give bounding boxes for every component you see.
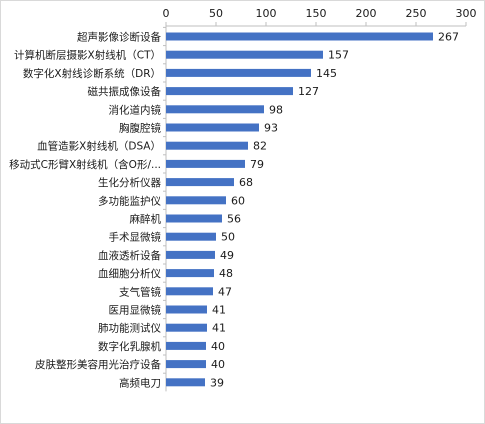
x-tick-label: 200	[356, 7, 377, 20]
data-label: 40	[211, 340, 225, 353]
bar	[166, 178, 234, 187]
category-label: 移动式C形臂X射线机（含O形/...	[9, 158, 161, 171]
category-label: 计算机断层摄影X射线机（CT）	[14, 49, 161, 62]
bar	[166, 105, 264, 114]
bar	[166, 123, 259, 132]
bar	[166, 341, 206, 350]
data-label: 127	[298, 85, 319, 98]
data-label: 93	[264, 122, 278, 135]
bar	[166, 68, 311, 77]
x-tick-label: 0	[163, 7, 170, 20]
x-tick-label: 50	[209, 7, 223, 20]
x-tick-label: 250	[406, 7, 427, 20]
category-label: 磁共振成像设备	[88, 85, 162, 98]
data-label: 56	[227, 213, 241, 226]
category-label: 血细胞分析仪	[98, 267, 161, 280]
bar	[166, 214, 222, 223]
data-label: 60	[231, 194, 245, 207]
data-label: 48	[219, 267, 233, 280]
category-label: 支气管镜	[119, 285, 161, 298]
bar	[166, 323, 207, 332]
category-label: 皮肤整形美容用光治疗设备	[35, 358, 161, 371]
category-label: 消化道内镜	[109, 103, 162, 116]
data-label: 41	[212, 322, 226, 335]
category-label: 胸腹腔镜	[119, 122, 161, 135]
bar	[166, 269, 214, 278]
label-layer: 超声影像诊断设备 267 计算机断层摄影X射线机（CT） 157 数字化X射线诊断系统（…	[9, 31, 459, 390]
category-label: 血管造影X射线机（DSA）	[37, 140, 161, 153]
bar	[166, 50, 323, 59]
bar	[166, 360, 206, 369]
x-tick-label: 300	[456, 7, 477, 20]
x-tick-label: 100	[256, 7, 277, 20]
bar	[166, 196, 226, 205]
bar	[166, 378, 205, 387]
category-label: 生化分析仪器	[98, 176, 161, 189]
bar-layer	[166, 32, 433, 387]
data-label: 145	[316, 67, 337, 80]
bar	[166, 250, 215, 259]
data-label: 79	[250, 158, 264, 171]
data-label: 68	[239, 176, 253, 189]
bar	[166, 232, 216, 241]
data-label: 82	[253, 140, 267, 153]
data-label: 49	[220, 249, 234, 262]
category-label: 多功能监护仪	[98, 194, 161, 207]
category-label: 手术显微镜	[109, 231, 162, 244]
data-label: 50	[221, 231, 235, 244]
bar	[166, 87, 293, 96]
x-tick-label: 150	[306, 7, 327, 20]
data-label: 41	[212, 304, 226, 317]
category-label: 高频电刀	[119, 376, 161, 389]
bar	[166, 141, 248, 150]
category-label: 数字化乳腺机	[98, 340, 161, 353]
category-label: 医用显微镜	[109, 304, 162, 317]
bar	[166, 159, 245, 168]
data-label: 47	[218, 285, 232, 298]
category-label: 麻醉机	[130, 213, 162, 226]
data-label: 39	[210, 376, 224, 389]
bar	[166, 32, 433, 41]
data-label: 157	[328, 49, 349, 62]
category-label: 超声影像诊断设备	[77, 31, 161, 44]
category-label: 肺功能测试仪	[98, 322, 161, 335]
data-label: 98	[269, 103, 283, 116]
bar	[166, 287, 213, 296]
data-label: 267	[438, 31, 459, 44]
bar	[166, 305, 207, 314]
category-label: 血液透析设备	[98, 249, 161, 262]
category-label: 数字化X射线诊断系统（DR）	[23, 67, 161, 80]
data-label: 40	[211, 358, 225, 371]
